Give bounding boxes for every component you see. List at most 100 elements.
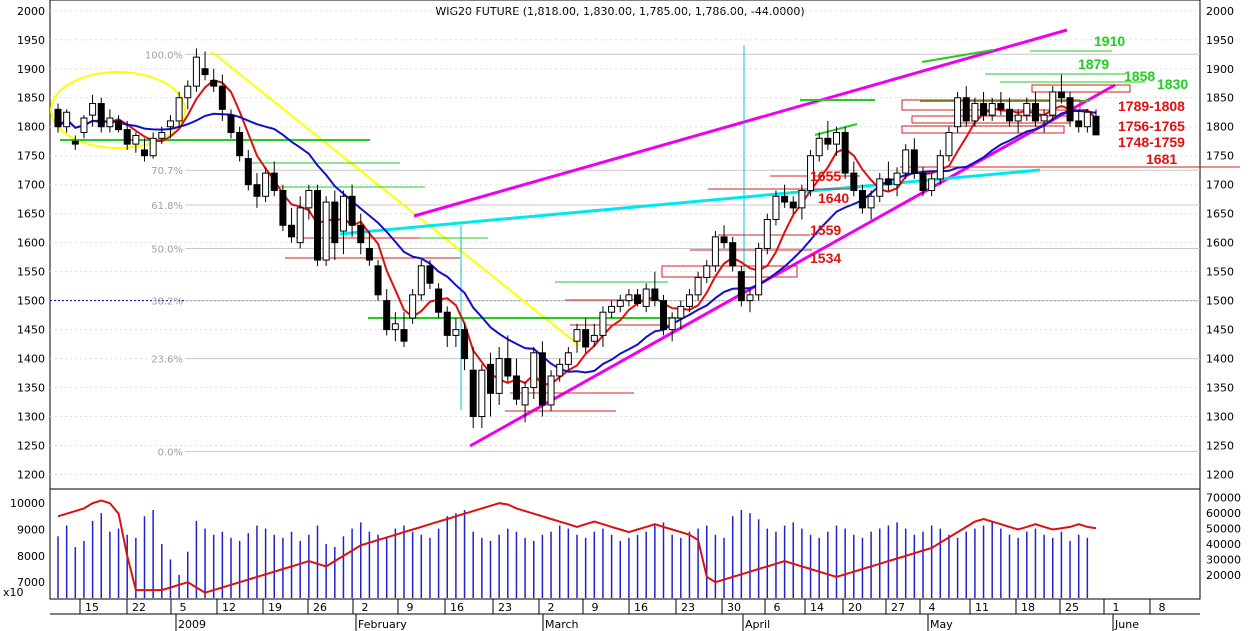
candle-body bbox=[452, 329, 460, 336]
candle-body bbox=[850, 172, 858, 191]
candle-body bbox=[504, 358, 512, 377]
candle-body bbox=[962, 97, 970, 122]
candle-body bbox=[772, 195, 780, 220]
x-day-label: 25 bbox=[1065, 601, 1079, 614]
candle-body bbox=[435, 288, 443, 313]
candle-body bbox=[530, 352, 538, 389]
fibonacci-layer: 100.0% 70.7% 61.8% 50.0% 38.2% 23.6% 0.0% bbox=[145, 50, 1200, 458]
x-day-label: 16 bbox=[634, 601, 648, 614]
candle-body bbox=[253, 184, 261, 197]
candle-body bbox=[582, 329, 590, 348]
candle-body bbox=[660, 300, 667, 331]
price-tick-right: 2000 bbox=[1206, 5, 1234, 18]
candle-body bbox=[902, 149, 910, 174]
candle-body bbox=[538, 352, 546, 406]
volume-tick-left: 10000 bbox=[10, 497, 45, 510]
x-day-label: 19 bbox=[268, 601, 282, 614]
green-level-line bbox=[921, 49, 994, 63]
red-level-box bbox=[901, 125, 1065, 134]
candle-body bbox=[417, 265, 425, 296]
candle-body bbox=[132, 134, 140, 145]
candle-body bbox=[141, 149, 148, 157]
price-tick-right: 1350 bbox=[1206, 382, 1234, 395]
candle-body bbox=[910, 149, 918, 174]
candle-body bbox=[383, 300, 391, 331]
candle-body bbox=[409, 294, 417, 319]
price-tick-left: 1850 bbox=[17, 92, 45, 105]
candle-body bbox=[720, 236, 728, 244]
candle-body bbox=[651, 288, 659, 302]
candle-body bbox=[634, 294, 642, 305]
candle-body bbox=[556, 363, 564, 377]
candle-body bbox=[331, 201, 339, 244]
price-tick-right: 1600 bbox=[1206, 237, 1234, 250]
candle-body bbox=[997, 103, 1005, 110]
x-day-label: 9 bbox=[592, 601, 599, 614]
candle-body bbox=[677, 305, 685, 319]
level-label-red: 1681 bbox=[1146, 151, 1177, 167]
chart-title: WIG20 FUTURE (1,818.00, 1,830.00, 1,785.… bbox=[435, 5, 804, 18]
candle-body bbox=[1057, 91, 1065, 99]
price-tick-left: 1750 bbox=[17, 150, 45, 163]
candle-body bbox=[374, 265, 382, 296]
red-level-box bbox=[1031, 84, 1131, 93]
candle-body bbox=[988, 103, 996, 116]
candle-body bbox=[919, 172, 927, 191]
candle-body bbox=[668, 317, 676, 331]
candle-body bbox=[115, 120, 123, 131]
candle-body bbox=[1031, 103, 1039, 122]
x-day-label: 18 bbox=[1021, 601, 1035, 614]
candle-body bbox=[876, 178, 884, 197]
price-tick-left: 1800 bbox=[17, 121, 45, 134]
level-labels-layer: 1910 1879 1858 1830 1789-1808 1756-1765 … bbox=[810, 33, 1188, 266]
candle-body bbox=[123, 129, 131, 145]
volume-tick-right: 50000 bbox=[1206, 523, 1241, 536]
x-day-label: 20 bbox=[848, 601, 862, 614]
x-day-label: 9 bbox=[407, 601, 414, 614]
x-month-label: June bbox=[1114, 618, 1139, 631]
candle-body bbox=[564, 352, 572, 365]
candle-body bbox=[339, 195, 347, 232]
candle-body bbox=[80, 117, 88, 134]
candle-body bbox=[365, 247, 373, 261]
level-label-red: 1534 bbox=[810, 250, 841, 266]
volume-tick-left: 9000 bbox=[17, 524, 45, 537]
candle-body bbox=[175, 97, 183, 122]
candle-body bbox=[322, 201, 330, 261]
candle-body bbox=[625, 294, 633, 302]
candle-body bbox=[521, 387, 529, 406]
price-tick-left: 1650 bbox=[17, 208, 45, 221]
candle-body bbox=[824, 137, 832, 145]
x-day-label: 8 bbox=[1159, 601, 1166, 614]
price-tick-right: 1250 bbox=[1206, 440, 1234, 453]
price-tick-left: 1200 bbox=[17, 469, 45, 482]
candle-body bbox=[391, 323, 399, 331]
volume-tick-right: 60000 bbox=[1206, 507, 1241, 520]
price-tick-left: 1450 bbox=[17, 324, 45, 337]
candle-body bbox=[1083, 111, 1091, 128]
x-day-label: 4 bbox=[929, 601, 936, 614]
candle-body bbox=[798, 189, 806, 209]
candle-body bbox=[711, 236, 719, 267]
candle-body bbox=[755, 247, 763, 296]
x-day-label: 6 bbox=[774, 601, 781, 614]
price-tick-right: 1500 bbox=[1206, 295, 1234, 308]
candle-body bbox=[1040, 114, 1048, 122]
fibonacci-label: 70.7% bbox=[151, 166, 183, 177]
volume-tick-left: 7000 bbox=[17, 576, 45, 589]
x-day-label: 16 bbox=[450, 601, 464, 614]
price-tick-right: 1750 bbox=[1206, 150, 1234, 163]
candle-body bbox=[279, 189, 287, 226]
volume-bars-layer bbox=[57, 499, 1097, 598]
price-tick-left: 1400 bbox=[17, 353, 45, 366]
candle-body bbox=[487, 363, 494, 394]
candles-layer bbox=[54, 48, 1100, 429]
candle-body bbox=[642, 288, 650, 307]
price-tick-right: 1900 bbox=[1206, 63, 1234, 76]
candle-body bbox=[547, 375, 555, 406]
candle-body bbox=[590, 334, 598, 342]
candle-body bbox=[616, 300, 624, 307]
price-tick-right: 1400 bbox=[1206, 353, 1234, 366]
candle-body bbox=[357, 224, 365, 244]
candle-body bbox=[192, 56, 200, 87]
